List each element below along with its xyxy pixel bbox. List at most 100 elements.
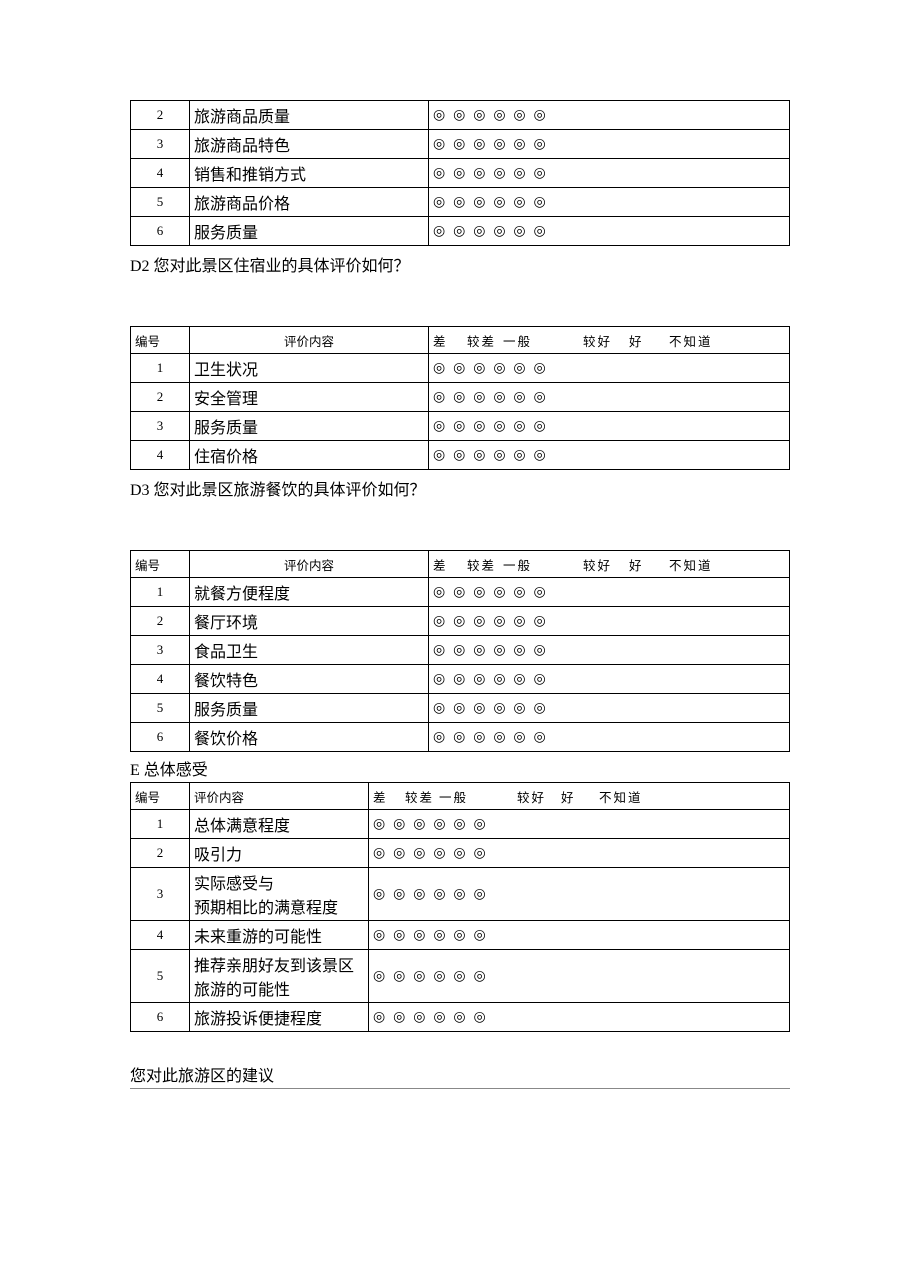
row-label: 实际感受与预期相比的满意程度 [190,868,369,921]
row-number: 4 [131,441,190,470]
row-label: 卫生状况 [190,354,429,383]
table-row: 3旅游商品特色◎ ◎ ◎ ◎ ◎ ◎ [131,130,790,159]
row-number: 2 [131,383,190,412]
table-row: 6餐饮价格◎ ◎ ◎ ◎ ◎ ◎ [131,723,790,752]
row-number: 2 [131,101,190,130]
row-rating[interactable]: ◎ ◎ ◎ ◎ ◎ ◎ [369,1003,790,1032]
row-rating[interactable]: ◎ ◎ ◎ ◎ ◎ ◎ [369,921,790,950]
row-rating[interactable]: ◎ ◎ ◎ ◎ ◎ ◎ [369,810,790,839]
question-d3: D3 您对此景区旅游餐饮的具体评价如何？ [130,476,790,500]
row-rating[interactable]: ◎ ◎ ◎ ◎ ◎ ◎ [429,607,790,636]
row-rating[interactable]: ◎ ◎ ◎ ◎ ◎ ◎ [429,101,790,130]
table-row: 3实际感受与预期相比的满意程度◎ ◎ ◎ ◎ ◎ ◎ [131,868,790,921]
row-rating[interactable]: ◎ ◎ ◎ ◎ ◎ ◎ [429,383,790,412]
row-number: 3 [131,636,190,665]
table-row: 2安全管理◎ ◎ ◎ ◎ ◎ ◎ [131,383,790,412]
row-rating[interactable]: ◎ ◎ ◎ ◎ ◎ ◎ [429,159,790,188]
row-rating[interactable]: ◎ ◎ ◎ ◎ ◎ ◎ [429,130,790,159]
table-row: 1卫生状况◎ ◎ ◎ ◎ ◎ ◎ [131,354,790,383]
table-row: 5服务质量◎ ◎ ◎ ◎ ◎ ◎ [131,694,790,723]
table-row: 4住宿价格◎ ◎ ◎ ◎ ◎ ◎ [131,441,790,470]
row-label: 食品卫生 [190,636,429,665]
row-number: 1 [131,354,190,383]
table-row: 4餐饮特色◎ ◎ ◎ ◎ ◎ ◎ [131,665,790,694]
table-row: 3食品卫生◎ ◎ ◎ ◎ ◎ ◎ [131,636,790,665]
footer-suggestion: 您对此旅游区的建议 [130,1062,790,1089]
row-label: 住宿价格 [190,441,429,470]
row-rating[interactable]: ◎ ◎ ◎ ◎ ◎ ◎ [369,868,790,921]
row-rating[interactable]: ◎ ◎ ◎ ◎ ◎ ◎ [429,354,790,383]
row-label: 未来重游的可能性 [190,921,369,950]
question-d2: D2 您对此景区住宿业的具体评价如何？ [130,252,790,276]
table-row: 5推荐亲朋好友到该景区旅游的可能性◎ ◎ ◎ ◎ ◎ ◎ [131,950,790,1003]
row-rating[interactable]: ◎ ◎ ◎ ◎ ◎ ◎ [429,217,790,246]
row-label: 旅游商品质量 [190,101,429,130]
table-row: 1就餐方便程度◎ ◎ ◎ ◎ ◎ ◎ [131,578,790,607]
row-rating[interactable]: ◎ ◎ ◎ ◎ ◎ ◎ [369,950,790,1003]
row-label: 推荐亲朋好友到该景区旅游的可能性 [190,950,369,1003]
row-label: 总体满意程度 [190,810,369,839]
row-number: 4 [131,921,190,950]
row-number: 3 [131,868,190,921]
row-rating[interactable]: ◎ ◎ ◎ ◎ ◎ ◎ [429,441,790,470]
header-num: 编号 [131,551,190,578]
table-row: 6旅游投诉便捷程度◎ ◎ ◎ ◎ ◎ ◎ [131,1003,790,1032]
header-content: 评价内容 [190,551,429,578]
row-rating[interactable]: ◎ ◎ ◎ ◎ ◎ ◎ [429,636,790,665]
table-header-row: 编号评价内容差较差一般较好好不知道 [131,327,790,354]
row-label: 安全管理 [190,383,429,412]
row-rating[interactable]: ◎ ◎ ◎ ◎ ◎ ◎ [429,665,790,694]
row-number: 4 [131,159,190,188]
row-label: 旅游商品价格 [190,188,429,217]
table-row: 3服务质量◎ ◎ ◎ ◎ ◎ ◎ [131,412,790,441]
row-rating[interactable]: ◎ ◎ ◎ ◎ ◎ ◎ [369,839,790,868]
row-number: 6 [131,723,190,752]
header-rating-labels: 差较差一般较好好不知道 [369,783,790,810]
row-number: 1 [131,578,190,607]
header-num: 编号 [131,783,190,810]
table-e: 编号评价内容差较差一般较好好不知道1总体满意程度◎ ◎ ◎ ◎ ◎ ◎2吸引力◎… [130,782,790,1032]
row-label: 旅游商品特色 [190,130,429,159]
table-row: 4销售和推销方式◎ ◎ ◎ ◎ ◎ ◎ [131,159,790,188]
row-label: 就餐方便程度 [190,578,429,607]
row-number: 4 [131,665,190,694]
header-content: 评价内容 [190,783,369,810]
table-d3: 编号评价内容差较差一般较好好不知道1就餐方便程度◎ ◎ ◎ ◎ ◎ ◎2餐厅环境… [130,550,790,752]
row-label: 餐饮价格 [190,723,429,752]
table-row: 2餐厅环境◎ ◎ ◎ ◎ ◎ ◎ [131,607,790,636]
table-row: 1总体满意程度◎ ◎ ◎ ◎ ◎ ◎ [131,810,790,839]
row-label: 服务质量 [190,694,429,723]
row-label: 服务质量 [190,217,429,246]
header-rating-labels: 差较差一般较好好不知道 [429,327,790,354]
table-d1: 2旅游商品质量◎ ◎ ◎ ◎ ◎ ◎3旅游商品特色◎ ◎ ◎ ◎ ◎ ◎4销售和… [130,100,790,246]
row-rating[interactable]: ◎ ◎ ◎ ◎ ◎ ◎ [429,578,790,607]
row-number: 5 [131,694,190,723]
table-d2: 编号评价内容差较差一般较好好不知道1卫生状况◎ ◎ ◎ ◎ ◎ ◎2安全管理◎ … [130,326,790,470]
row-number: 3 [131,130,190,159]
row-rating[interactable]: ◎ ◎ ◎ ◎ ◎ ◎ [429,188,790,217]
row-label: 餐饮特色 [190,665,429,694]
row-rating[interactable]: ◎ ◎ ◎ ◎ ◎ ◎ [429,723,790,752]
row-number: 5 [131,950,190,1003]
table-row: 4未来重游的可能性◎ ◎ ◎ ◎ ◎ ◎ [131,921,790,950]
row-number: 2 [131,839,190,868]
row-number: 3 [131,412,190,441]
header-num: 编号 [131,327,190,354]
row-number: 6 [131,1003,190,1032]
row-label: 餐厅环境 [190,607,429,636]
row-number: 1 [131,810,190,839]
table-header-row: 编号评价内容差较差一般较好好不知道 [131,783,790,810]
row-label: 服务质量 [190,412,429,441]
table-row: 2旅游商品质量◎ ◎ ◎ ◎ ◎ ◎ [131,101,790,130]
row-rating[interactable]: ◎ ◎ ◎ ◎ ◎ ◎ [429,694,790,723]
table-header-row: 编号评价内容差较差一般较好好不知道 [131,551,790,578]
row-label: 销售和推销方式 [190,159,429,188]
row-number: 2 [131,607,190,636]
table-row: 2吸引力◎ ◎ ◎ ◎ ◎ ◎ [131,839,790,868]
row-label: 吸引力 [190,839,369,868]
header-content: 评价内容 [190,327,429,354]
row-rating[interactable]: ◎ ◎ ◎ ◎ ◎ ◎ [429,412,790,441]
row-number: 5 [131,188,190,217]
header-rating-labels: 差较差一般较好好不知道 [429,551,790,578]
table-row: 5旅游商品价格◎ ◎ ◎ ◎ ◎ ◎ [131,188,790,217]
